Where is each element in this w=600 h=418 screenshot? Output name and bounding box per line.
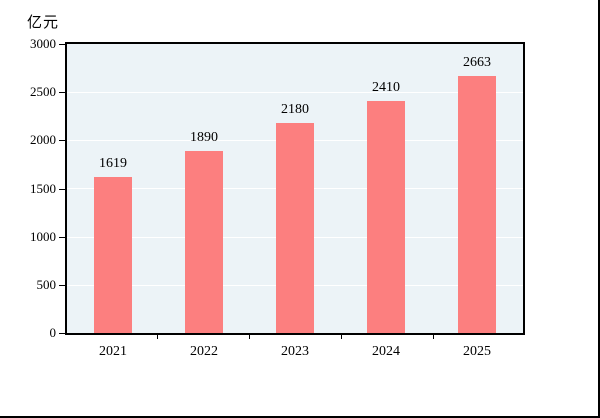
bar: [458, 76, 496, 333]
bar: [94, 177, 132, 333]
y-axis-tick-label: 1500: [30, 181, 56, 196]
y-axis-tick-label: 1000: [30, 229, 56, 244]
y-axis-tick-label: 3000: [30, 36, 56, 51]
x-axis-category-label: 2023: [281, 344, 309, 359]
y-axis-tick-label: 0: [49, 325, 57, 340]
y-axis-unit-label: 亿元: [27, 15, 60, 31]
bar-value-label: 2663: [463, 55, 491, 70]
y-axis-tick-mark: [59, 92, 65, 93]
x-axis-tick-mark: [433, 335, 434, 339]
y-axis-tick-label: 2500: [30, 84, 56, 99]
bar-value-label: 2180: [281, 102, 309, 117]
x-axis-category-label: 2025: [463, 344, 491, 359]
bar-value-label: 1890: [190, 130, 218, 145]
y-axis-tick-mark: [59, 44, 65, 45]
gridline: [67, 92, 523, 93]
x-axis-tick-mark: [249, 335, 250, 339]
y-axis-tick-label: 2000: [30, 132, 56, 147]
bar-value-label: 1619: [99, 156, 127, 171]
x-axis-category-label: 2022: [190, 344, 218, 359]
bar: [367, 101, 405, 333]
y-axis-tick-mark: [59, 189, 65, 190]
bar-value-label: 2410: [372, 80, 400, 95]
y-axis-tick-mark: [59, 140, 65, 141]
x-axis-category-label: 2024: [372, 344, 400, 359]
x-axis-tick-mark: [341, 335, 342, 339]
y-axis-tick-mark: [59, 237, 65, 238]
plot-area: [65, 42, 525, 335]
y-axis-tick-mark: [59, 333, 65, 334]
bar: [185, 151, 223, 333]
y-axis-tick-label: 500: [36, 277, 57, 292]
bar: [276, 123, 314, 333]
y-axis-tick-mark: [59, 285, 65, 286]
x-axis-category-label: 2021: [99, 344, 127, 359]
x-axis-tick-mark: [157, 335, 158, 339]
